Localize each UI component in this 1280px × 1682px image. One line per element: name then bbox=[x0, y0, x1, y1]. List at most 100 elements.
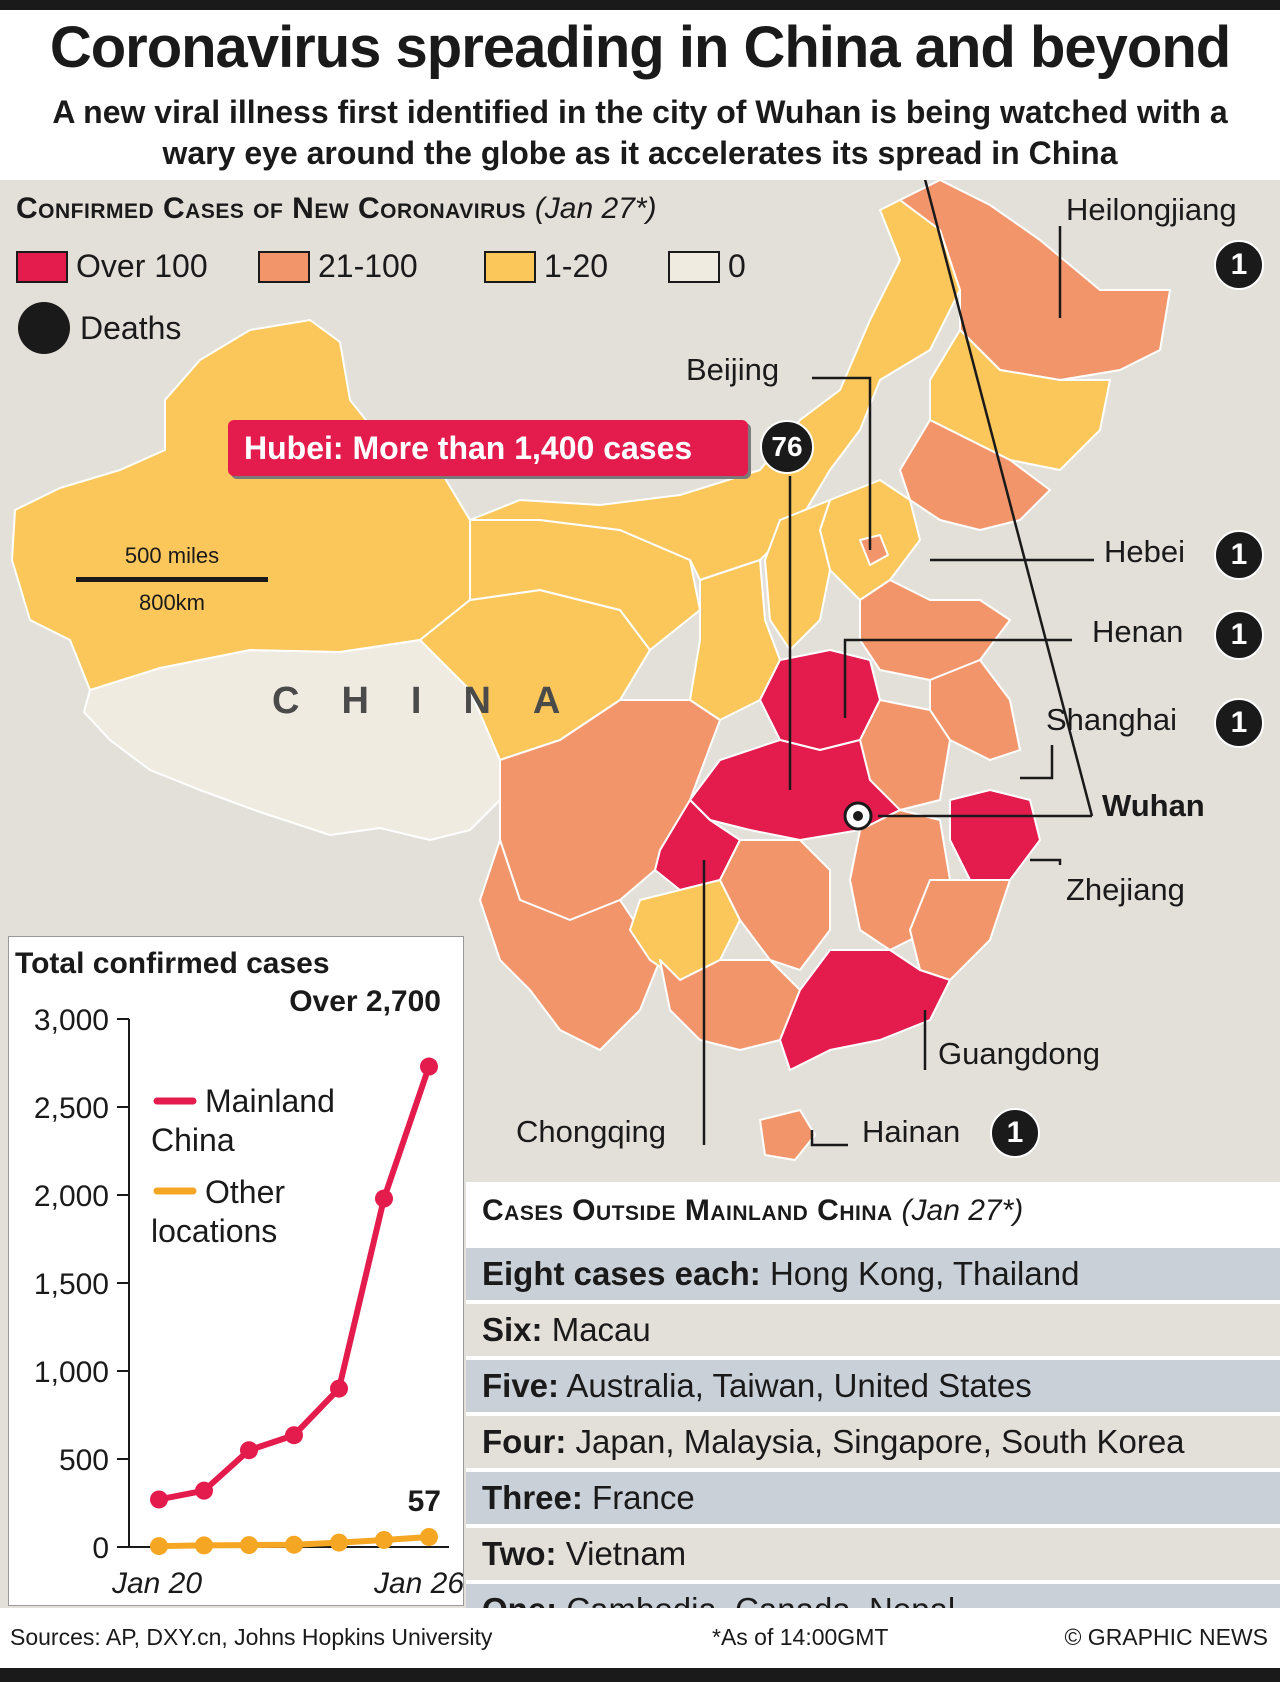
china-map bbox=[11, 180, 1171, 1161]
hainan-deaths-badge: 1 bbox=[990, 1108, 1040, 1158]
label-beijing: Beijing bbox=[686, 352, 780, 387]
footer: Sources: AP, DXY.cn, Johns Hopkins Unive… bbox=[0, 1608, 1280, 1664]
leader-hainan bbox=[810, 1130, 848, 1147]
scale-miles: 500 miles bbox=[124, 543, 220, 568]
y-tick-label: 1,000 bbox=[34, 1356, 109, 1389]
map-section-title-text: Confirmed Cases of New Coronavirus bbox=[16, 192, 526, 225]
case-row: Two: Vietnam bbox=[466, 1528, 1280, 1580]
case-row-text: Vietnam bbox=[565, 1535, 687, 1572]
label-heilongjiang: Heilongjiang bbox=[1066, 192, 1237, 227]
scale-bar-line bbox=[76, 577, 268, 582]
case-row-label: Three: bbox=[482, 1479, 583, 1516]
legend-zero: 0 bbox=[668, 248, 746, 285]
data-point-other bbox=[150, 1537, 168, 1556]
legend-swatch bbox=[668, 250, 720, 283]
legend-label: Over 100 bbox=[76, 248, 208, 284]
legend-label: 0 bbox=[728, 248, 746, 284]
death-dot-icon bbox=[18, 302, 70, 354]
region-guangdong bbox=[779, 949, 951, 1071]
data-point-other bbox=[330, 1533, 348, 1552]
page-title: Coronavirus spreading in China and beyon… bbox=[49, 15, 1231, 80]
outside-panel-title: Cases Outside Mainland China (Jan 27*) bbox=[482, 1194, 1023, 1228]
label-guangdong: Guangdong bbox=[938, 1036, 1101, 1071]
data-point-other bbox=[420, 1527, 438, 1546]
case-row-label: Two: bbox=[482, 1535, 557, 1572]
x-tick-label: Jan 26 bbox=[373, 1567, 463, 1600]
outside-mainland-panel: Cases Outside Mainland China (Jan 27*) E… bbox=[466, 1182, 1280, 1628]
data-point-other bbox=[375, 1530, 393, 1549]
case-row: Six: Macau bbox=[466, 1304, 1280, 1356]
case-row-text: France bbox=[592, 1479, 695, 1516]
legend-swatch bbox=[258, 250, 310, 283]
total-cases-chart-svg: Total confirmed cases 0 500 1,000 1,500 2,000… bbox=[15, 947, 463, 1600]
region-liaoning bbox=[899, 419, 1051, 531]
leader-zhejiang bbox=[1030, 858, 1062, 865]
data-point-mainland bbox=[195, 1481, 213, 1500]
case-row: Three: France bbox=[466, 1472, 1280, 1524]
y-tick-label: 2,500 bbox=[34, 1092, 109, 1125]
country-label: CHINA bbox=[272, 680, 603, 722]
hubei-deaths-badge: 76 bbox=[760, 420, 814, 474]
region-hainan bbox=[759, 1109, 816, 1161]
outside-title-text: Cases Outside Mainland China bbox=[482, 1194, 893, 1227]
legend-label: Deaths bbox=[80, 309, 182, 346]
data-point-mainland bbox=[375, 1189, 393, 1208]
legend-swatch bbox=[16, 250, 68, 283]
y-tick-label: 3,000 bbox=[34, 1004, 109, 1037]
total-cases-chart: Total confirmed cases 0 500 1,000 1,500 2,000… bbox=[8, 936, 464, 1606]
case-row-label: Eight cases each: bbox=[482, 1255, 761, 1292]
case-row-text: Japan, Malaysia, Singapore, South Korea bbox=[575, 1423, 1185, 1460]
leader-wuhan bbox=[923, 180, 1094, 817]
case-row-label: Five: bbox=[482, 1367, 560, 1404]
heilongjiang-deaths-badge: 1 bbox=[1214, 240, 1264, 290]
data-point-other bbox=[240, 1536, 258, 1555]
annotation-57: 57 bbox=[408, 1485, 441, 1518]
x-tick-label: Jan 20 bbox=[111, 1567, 202, 1600]
label-chongqing: Chongqing bbox=[516, 1114, 666, 1149]
case-row: One: Cambodia, Canada, Nepal bbox=[466, 1584, 1280, 1628]
leader-henan bbox=[843, 638, 1072, 718]
label-hainan: Hainan bbox=[862, 1114, 961, 1149]
data-point-mainland bbox=[150, 1490, 168, 1509]
region-hunan bbox=[719, 839, 831, 971]
case-row-text: Macau bbox=[551, 1311, 651, 1348]
data-point-mainland bbox=[285, 1426, 303, 1445]
label-wuhan: Wuhan bbox=[1102, 788, 1205, 823]
data-point-other bbox=[285, 1535, 303, 1554]
legend-21-100: 21-100 bbox=[258, 248, 418, 285]
legend-deaths: Deaths bbox=[18, 302, 181, 354]
leader-shanghai bbox=[1020, 745, 1054, 780]
henan-deaths-badge: 1 bbox=[1214, 610, 1264, 660]
y-tick-label: 0 bbox=[92, 1532, 109, 1565]
scale-km: 800km bbox=[138, 590, 206, 615]
map-scale-bar: 500 miles 800km bbox=[76, 543, 268, 616]
legend-mainland-line2: China bbox=[151, 1122, 235, 1158]
label-hebei: Hebei bbox=[1104, 534, 1185, 569]
leader-beijing bbox=[812, 376, 872, 550]
y-tick-label: 1,500 bbox=[34, 1268, 109, 1301]
label-henan: Henan bbox=[1092, 614, 1184, 649]
label-shanghai: Shanghai bbox=[1046, 702, 1178, 737]
legend-over-100: Over 100 bbox=[16, 248, 208, 285]
case-row-text: Australia, Taiwan, United States bbox=[566, 1367, 1032, 1404]
case-row: Five: Australia, Taiwan, United States bbox=[466, 1360, 1280, 1412]
case-row-label: Six: bbox=[482, 1311, 543, 1348]
footer-note: *As of 14:00GMT bbox=[712, 1624, 889, 1650]
bottom-rule bbox=[0, 1668, 1280, 1682]
region-xinjiang bbox=[11, 319, 471, 691]
legend-label: 21-100 bbox=[318, 248, 418, 284]
case-row: Eight cases each: Hong Kong, Thailand bbox=[466, 1248, 1280, 1300]
top-rule bbox=[0, 0, 1280, 10]
label-zhejiang: Zhejiang bbox=[1066, 872, 1185, 907]
map-section-title: Confirmed Cases of New Coronavirus (Jan … bbox=[16, 192, 657, 226]
legend-1-20: 1-20 bbox=[484, 248, 608, 285]
region-shanxi bbox=[764, 499, 831, 651]
footer-sources: Sources: AP, DXY.cn, Johns Hopkins Unive… bbox=[10, 1624, 493, 1650]
region-fujian bbox=[909, 879, 1011, 981]
chart-title: Total confirmed cases bbox=[15, 947, 330, 980]
region-heilongjiang bbox=[899, 180, 1171, 381]
case-row-text: Hong Kong, Thailand bbox=[769, 1255, 1080, 1292]
y-tick-label: 2,000 bbox=[34, 1180, 109, 1213]
data-point-other bbox=[195, 1536, 213, 1555]
legend-label: 1-20 bbox=[544, 248, 609, 284]
